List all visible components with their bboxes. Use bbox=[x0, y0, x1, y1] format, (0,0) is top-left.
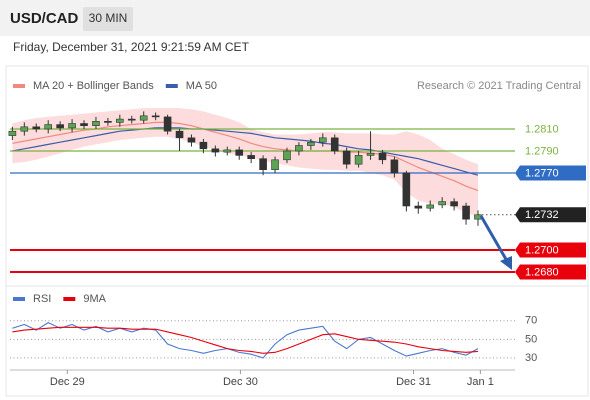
legend-label: RSI bbox=[33, 293, 51, 305]
level-label: 1.2680 bbox=[525, 266, 559, 278]
candle-body bbox=[187, 137, 196, 143]
level-label: 1.2810 bbox=[525, 123, 559, 135]
candle-body bbox=[354, 155, 363, 165]
candle-body bbox=[8, 130, 17, 136]
candle-body bbox=[44, 124, 53, 130]
candle-body bbox=[402, 172, 411, 207]
arrow-head bbox=[500, 256, 512, 270]
candle-body bbox=[127, 118, 136, 121]
candle-body bbox=[307, 141, 315, 146]
candle-body bbox=[259, 158, 267, 170]
candle-body bbox=[56, 124, 64, 129]
x-tick-label: Dec 31 bbox=[396, 376, 431, 388]
candle-body bbox=[80, 123, 88, 126]
legend-label: MA 20 + Bollinger Bands bbox=[33, 80, 154, 92]
candle-body bbox=[342, 150, 351, 165]
y-tick-label: 70 bbox=[525, 315, 537, 327]
candle-body bbox=[330, 137, 339, 152]
candle-body bbox=[390, 159, 399, 174]
candle-body bbox=[104, 121, 112, 123]
legend-swatch bbox=[165, 84, 178, 88]
symbol: USD/CAD bbox=[10, 10, 79, 27]
y-tick-label: 50 bbox=[525, 333, 537, 345]
level-label-box bbox=[515, 165, 586, 181]
level-label: 1.2732 bbox=[525, 209, 559, 221]
candle-body bbox=[366, 152, 375, 156]
candle-body bbox=[116, 118, 124, 123]
x-tick-label: Jan 1 bbox=[467, 376, 494, 388]
candle-body bbox=[378, 152, 387, 161]
timeframe: 30 MIN bbox=[89, 11, 128, 25]
y-tick-label: 30 bbox=[525, 352, 537, 364]
candle-body bbox=[426, 204, 435, 209]
legend-swatch bbox=[63, 297, 76, 301]
x-tick-label: Dec 30 bbox=[223, 376, 258, 388]
candle-body bbox=[32, 126, 41, 130]
candle-body bbox=[271, 159, 279, 171]
candle-body bbox=[151, 115, 160, 118]
candle-body bbox=[295, 145, 303, 152]
candle-body bbox=[163, 116, 172, 132]
indicator-line bbox=[12, 326, 479, 354]
candle-body bbox=[211, 148, 220, 153]
level-label-box bbox=[515, 264, 586, 280]
candle-body bbox=[247, 155, 255, 159]
moving-average-line bbox=[12, 127, 479, 176]
candle-body bbox=[20, 126, 29, 132]
candle-body bbox=[235, 149, 244, 156]
candle-body bbox=[68, 123, 76, 129]
level-label-box bbox=[515, 207, 586, 223]
candle-body bbox=[92, 121, 100, 127]
candle-body bbox=[414, 205, 423, 209]
panel-border bbox=[5, 65, 589, 397]
candle-body bbox=[462, 205, 470, 220]
datetime: Friday, December 31, 2021 9:21:59 AM CET bbox=[13, 40, 250, 54]
level-label: 1.2770 bbox=[525, 167, 559, 179]
forecast-arrow bbox=[479, 215, 512, 270]
candle-body bbox=[438, 201, 446, 206]
level-label: 1.2790 bbox=[525, 145, 559, 157]
bollinger-band bbox=[12, 108, 478, 217]
candle-body bbox=[450, 201, 458, 207]
level-label-box bbox=[515, 242, 586, 258]
source: Research © 2021 Trading Central bbox=[417, 80, 581, 92]
x-tick-label: Dec 29 bbox=[50, 376, 85, 388]
legend-label: MA 50 bbox=[186, 80, 217, 92]
legend-swatch bbox=[13, 297, 25, 301]
indicator-line bbox=[12, 322, 479, 359]
timeframe-badge bbox=[83, 7, 133, 31]
legend-label: 9MA bbox=[83, 293, 106, 305]
legend-swatch bbox=[13, 84, 25, 88]
candle-body bbox=[318, 137, 327, 143]
level-label: 1.2700 bbox=[525, 244, 559, 256]
candle-body bbox=[175, 130, 184, 139]
arrow-shaft bbox=[479, 215, 509, 262]
candle-body bbox=[199, 141, 208, 150]
candle-body bbox=[223, 149, 232, 153]
candle-body bbox=[283, 150, 291, 161]
candle-body bbox=[139, 115, 148, 121]
